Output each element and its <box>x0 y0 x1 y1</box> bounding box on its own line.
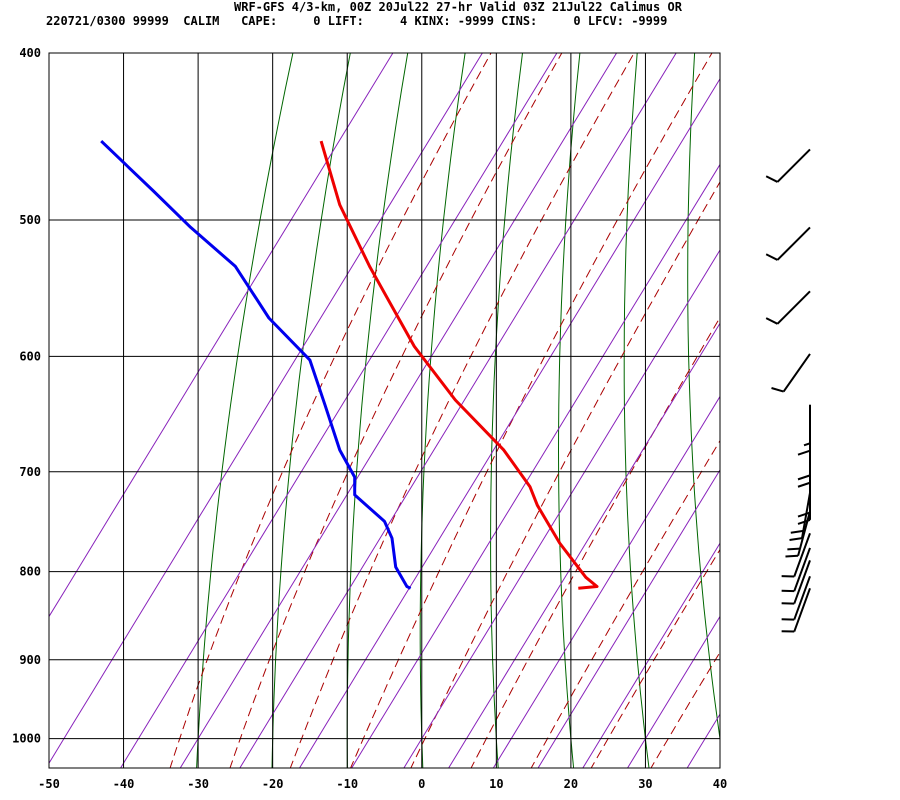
moist-adiabat-line <box>350 53 713 768</box>
barb-flag <box>797 474 811 481</box>
wind-barb <box>781 575 811 621</box>
profiles <box>100 140 599 590</box>
stability-indices: 220721/0300 99999 CALIM CAPE: 0 LIFT: 4 … <box>46 14 668 28</box>
x-tick-label: 0 <box>418 777 425 791</box>
wind-barb <box>789 492 811 541</box>
x-tick-label: 10 <box>489 777 503 791</box>
barb-staff <box>793 587 811 632</box>
moist-adiabat-line <box>229 53 563 768</box>
barb-staff <box>776 290 811 325</box>
x-tick-label: 20 <box>564 777 578 791</box>
tick-labels: -50 -40 -30 -20 -10 0 10 20 30 40 400 500 600 700 800 9… <box>12 46 727 791</box>
moist-adiabat-line <box>169 53 492 768</box>
pressure-tick-label: 400 <box>19 46 41 60</box>
barb-flag <box>787 547 801 551</box>
wind-barb <box>785 511 811 558</box>
dry-adiabat-line <box>749 15 802 783</box>
mixing-ratio-line <box>537 469 720 768</box>
mixing-ratio-line <box>448 322 720 768</box>
mixing-ratio-line <box>686 713 720 768</box>
x-tick-label: -30 <box>187 777 209 791</box>
pressure-tick-label: 700 <box>19 465 41 479</box>
barb-flag <box>797 449 811 456</box>
barb-staff <box>776 148 811 183</box>
barb-flag <box>785 554 799 558</box>
moist-adiabat-line <box>650 651 720 768</box>
dry-adiabat-line <box>809 15 878 783</box>
barb-flag <box>797 481 811 488</box>
wind-barb <box>797 404 811 456</box>
dry-adiabat-line <box>196 53 294 768</box>
mixing-ratio-line <box>239 53 677 768</box>
chart-title: WRF-GFS 4/3-km, 00Z 20Jul22 27-hr Valid … <box>234 0 682 14</box>
barb-flag <box>797 511 811 518</box>
pressure-tick-label: 600 <box>19 349 41 363</box>
mixing-ratio-line <box>298 77 720 768</box>
barb-staff <box>797 511 811 557</box>
dry-adiabat-line <box>867 15 900 783</box>
mixing-ratio-line <box>403 249 720 768</box>
dewpoint-profile <box>100 140 412 590</box>
moist-adiabat-line <box>289 53 635 768</box>
barb-staff <box>776 226 811 261</box>
barb-staff <box>801 492 811 539</box>
moist-adiabat-line <box>590 548 720 768</box>
grid <box>48 52 721 769</box>
pressure-tick-label: 800 <box>19 565 41 579</box>
barb-flag <box>765 317 778 325</box>
barb-staff <box>793 532 811 577</box>
x-tick-label: -40 <box>113 777 135 791</box>
x-tick-label: 40 <box>713 777 727 791</box>
dry-adiabat-line <box>490 53 524 768</box>
x-tick-label: -20 <box>262 777 284 791</box>
dry-adiabat-line <box>346 53 409 768</box>
temperature-profile <box>319 140 599 590</box>
barb-flag <box>771 387 784 393</box>
wind-barb <box>765 226 811 261</box>
moist-adiabat-line <box>530 439 720 768</box>
moist-adiabat-line <box>470 316 720 768</box>
dry-adiabat-line <box>623 53 650 768</box>
barb-staff <box>793 560 811 604</box>
barb-flag <box>765 175 778 183</box>
mixing-ratio-line <box>49 53 394 618</box>
plot-frame <box>48 52 721 769</box>
pressure-tick-label: 1000 <box>12 732 41 746</box>
x-tick-label: -10 <box>336 777 358 791</box>
mixing-ratio-line <box>582 542 720 768</box>
wind-barbs <box>765 148 811 633</box>
skew-lines <box>49 15 900 783</box>
wind-barb <box>765 148 811 183</box>
barb-staff <box>793 547 811 592</box>
dry-adiabat-line <box>557 53 581 768</box>
mixing-ratio-line <box>351 163 720 768</box>
moist-adiabat-line <box>410 180 720 768</box>
x-tick-label: 30 <box>638 777 652 791</box>
dry-adiabat-line <box>271 53 351 768</box>
pressure-tick-label: 500 <box>19 213 41 227</box>
wind-barb <box>781 587 811 633</box>
pressure-tick-label: 900 <box>19 653 41 667</box>
barb-staff <box>793 575 811 620</box>
wind-barb <box>781 560 811 605</box>
wind-barb <box>781 532 811 578</box>
wind-barb <box>771 353 811 393</box>
mixing-ratio-line <box>626 615 720 768</box>
barb-flag <box>765 253 778 261</box>
mixing-ratio-line <box>179 53 618 768</box>
barb-staff <box>782 353 811 393</box>
mixing-ratio-line <box>492 395 720 768</box>
mixing-ratio-line <box>120 53 558 768</box>
barb-flag <box>789 537 803 541</box>
dry-adiabat-line <box>419 53 466 768</box>
dry-adiabat-line <box>687 53 720 743</box>
wind-barb <box>781 547 811 593</box>
barb-flag <box>790 529 804 534</box>
x-tick-label: -50 <box>38 777 60 791</box>
wind-barb <box>765 290 811 325</box>
mixing-ratio-line <box>49 53 483 765</box>
